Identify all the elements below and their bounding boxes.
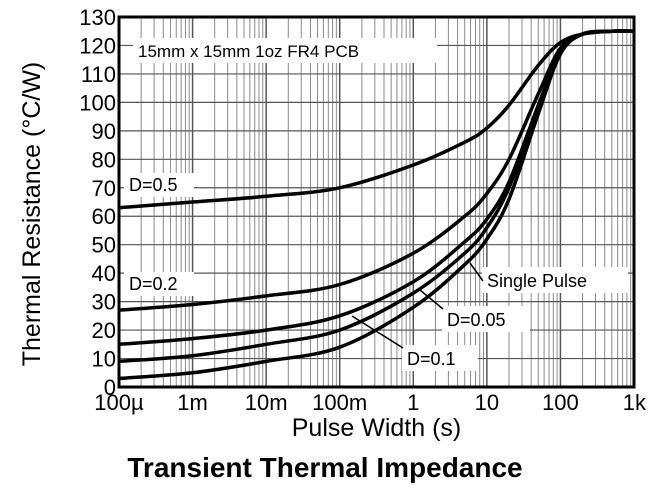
- y-tick-label: 40: [92, 261, 116, 286]
- y-tick-label: 80: [92, 147, 116, 172]
- label-single-pulse-bg: [482, 267, 628, 293]
- y-tick-labels: 0 10 20 30 40 50 60 70 80 90 100 110 120 130: [79, 5, 116, 400]
- label-d02-bg: [124, 272, 194, 296]
- label-d02: D=0.2: [129, 274, 178, 294]
- label-d005-bg: [442, 306, 530, 332]
- x-tick-label: 10m: [245, 390, 288, 415]
- x-tick-labels: 100µ 1m 10m 100m 1 10 100 1k: [94, 390, 647, 415]
- x-tick-label: 1k: [623, 390, 647, 415]
- label-single-pulse: Single Pulse: [487, 271, 587, 291]
- chart-title: Transient Thermal Impedance: [127, 452, 523, 483]
- x-tick-label: 100µ: [94, 390, 144, 415]
- plot-frame: [117, 15, 636, 389]
- y-tick-label: 50: [92, 233, 116, 258]
- x-axis-label: Pulse Width (s): [292, 414, 461, 442]
- y-tick-label: 70: [92, 176, 116, 201]
- label-d005: D=0.05: [447, 310, 506, 330]
- leader-line: [469, 262, 484, 282]
- y-axis-label: Thermal Resistance (°C/W): [18, 62, 46, 367]
- chart-note-bg: [133, 38, 437, 63]
- label-d01-bg: [402, 345, 478, 371]
- x-tick-label: 1: [407, 390, 419, 415]
- series-line-single-pulse: [118, 29, 635, 381]
- x-tick-label: 100m: [312, 390, 367, 415]
- annotations: 15mm x 15mm 1oz FR4 PCB D=0.5 D=0.2 Single …: [124, 38, 628, 371]
- chart: 15mm x 15mm 1oz FR4 PCB D=0.5 D=0.2 Single …: [18, 5, 647, 442]
- chart-note: 15mm x 15mm 1oz FR4 PCB: [138, 42, 359, 61]
- leader-line: [351, 315, 404, 349]
- x-tick-label: 100: [542, 390, 579, 415]
- y-tick-label: 100: [79, 90, 116, 115]
- y-tick-label: 90: [92, 119, 116, 144]
- x-tick-label: 1m: [177, 390, 208, 415]
- y-tick-label: 120: [79, 33, 116, 58]
- label-d05: D=0.5: [129, 175, 178, 195]
- leader-line: [419, 289, 444, 310]
- y-tick-label: 30: [92, 290, 116, 315]
- y-tick-label: 20: [92, 318, 116, 343]
- y-tick-label: 10: [92, 347, 116, 372]
- y-tick-label: 0: [104, 375, 116, 400]
- y-tick-label: 60: [92, 204, 116, 229]
- y-tick-label: 110: [81, 62, 116, 87]
- label-d01: D=0.1: [407, 349, 456, 369]
- y-tick-label: 130: [79, 5, 116, 30]
- label-d05-bg: [124, 173, 194, 197]
- series-lines: [118, 29, 635, 381]
- x-tick-label: 10: [475, 390, 499, 415]
